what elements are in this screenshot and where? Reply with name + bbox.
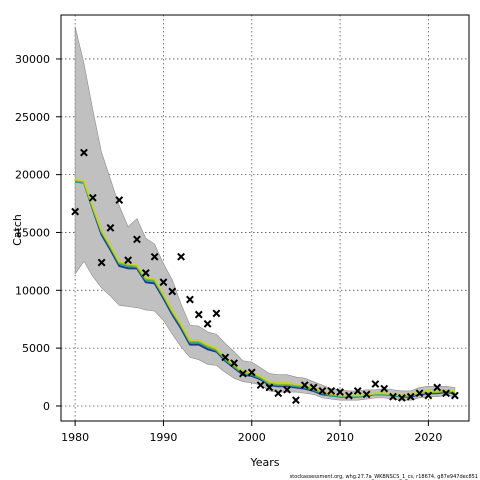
observed-catch-marker [353,387,362,395]
observed-catch-marker [344,391,353,400]
observed-catch-marker [397,393,406,402]
confidence-band-area [74,26,456,401]
observed-catch-marker [177,252,186,261]
x-axis-title: Years [249,456,279,469]
observed-catch-marker [300,381,309,390]
observed-catch-marker [71,207,80,216]
observed-catch-marker [265,383,274,392]
y-tick-label: 10000 [15,284,50,297]
observed-catch-marker [318,387,327,395]
observed-catch-marker [327,387,336,395]
x-tick-label: 2010 [326,431,354,444]
observed-catch-marker [371,380,380,388]
confidence-band [74,26,456,401]
observed-catch-marker [150,252,159,261]
y-tick-label: 20000 [15,169,50,182]
y-axis: 0 5000 10000 15000 20000 25000 30000 [15,53,61,413]
observed-catch-marker [106,223,115,232]
observed-catch-marker [292,396,300,405]
observed-catch-marker [203,319,212,328]
observed-catch-marker [186,295,194,304]
observed-catch-marker [362,390,371,399]
observed-catch-marker [389,392,397,401]
observed-catch-marker [256,381,265,390]
y-tick-label: 0 [43,400,50,413]
y-axis-title: Catch [11,214,24,246]
x-tick-label: 1990 [149,431,177,444]
observed-catch-marker [424,391,433,400]
observed-catch-marker [309,383,318,392]
x-tick-label: 1980 [61,431,89,444]
observed-catch-marker [88,193,97,202]
x-tick-label: 2000 [238,431,266,444]
y-tick-label: 30000 [15,53,50,66]
x-tick-label: 2020 [414,431,442,444]
y-tick-label: 25000 [15,111,50,124]
observed-catch-marker [433,383,442,392]
observed-markers [71,148,459,405]
observed-catch-marker [97,258,106,267]
y-tick-label: 15000 [15,226,50,239]
observed-catch-marker [80,148,88,157]
observed-catch-marker [247,368,256,377]
observed-catch-marker [133,235,141,244]
observed-catch-marker [274,389,283,398]
observed-catch-marker [283,385,291,394]
observed-catch-marker [336,388,344,396]
observed-catch-marker [230,359,238,368]
observed-catch-marker [415,389,424,398]
observed-catch-marker [406,392,415,401]
plot-frame [60,14,470,422]
observed-catch-marker [239,369,247,378]
observed-catch-marker [221,353,230,362]
y-tick-label: 5000 [22,342,50,355]
observed-catch-marker [194,310,203,319]
x-axis: 1980 1990 2000 2010 2020 [61,421,442,444]
observed-catch-marker [442,389,450,398]
observed-catch-marker [124,256,133,265]
observed-catch-marker [115,196,124,204]
observed-catch-marker [168,287,177,296]
observed-catch-marker [159,278,168,287]
observed-catch-marker [450,391,459,400]
observed-catch-marker [212,309,221,318]
observed-catch-marker [141,269,150,277]
footer-note: stockassessment.org, whg.27.7a_WKBNSCS_1… [290,474,478,480]
observed-catch-marker [380,384,389,393]
